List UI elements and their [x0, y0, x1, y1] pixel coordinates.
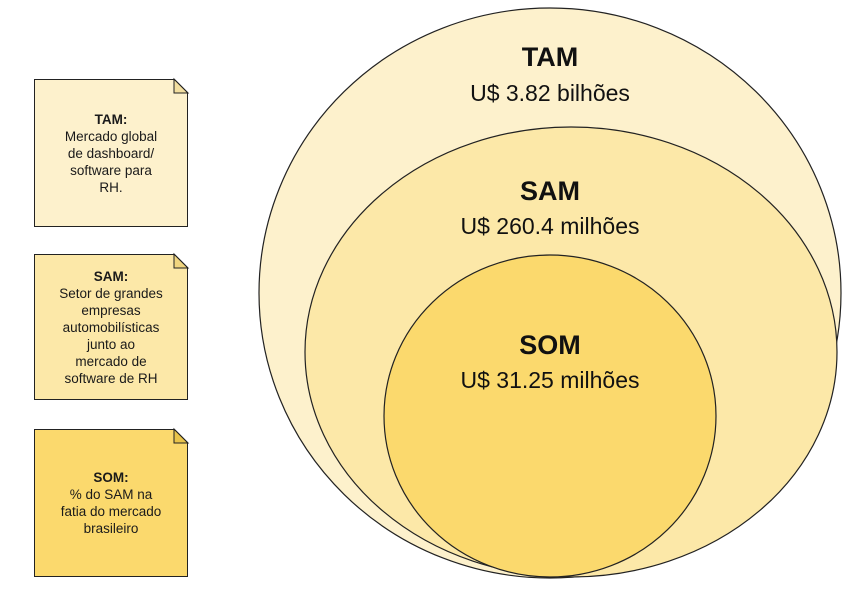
som-note-title: SOM: — [93, 470, 129, 485]
tam-note: TAM: Mercado global de dashboard/ softwa… — [34, 79, 188, 227]
sam-note-description: Setor de grandes empresas automobilístic… — [59, 285, 163, 386]
som-title: SOM — [519, 330, 581, 360]
tam-note-description: Mercado global de dashboard/ software pa… — [64, 128, 158, 195]
sam-value: U$ 260.4 milhões — [461, 213, 640, 239]
som-note: SOM: % do SAM na fatia do mercado brasil… — [34, 429, 188, 577]
tam-note-title: TAM: — [94, 111, 128, 127]
som-value: U$ 31.25 milhões — [461, 367, 640, 393]
sam-title: SAM — [520, 176, 580, 206]
som-circle — [383, 254, 717, 578]
sam-note: SAM: Setor de grandes empresas automobil… — [34, 254, 188, 400]
tam-value: U$ 3.82 bilhões — [470, 80, 630, 106]
note-folds — [173, 77, 190, 444]
sam-note-title: SAM: — [93, 268, 129, 284]
tam-title: TAM — [522, 42, 578, 72]
som-note-description: % do SAM na fatia do mercado brasileiro — [60, 487, 162, 536]
